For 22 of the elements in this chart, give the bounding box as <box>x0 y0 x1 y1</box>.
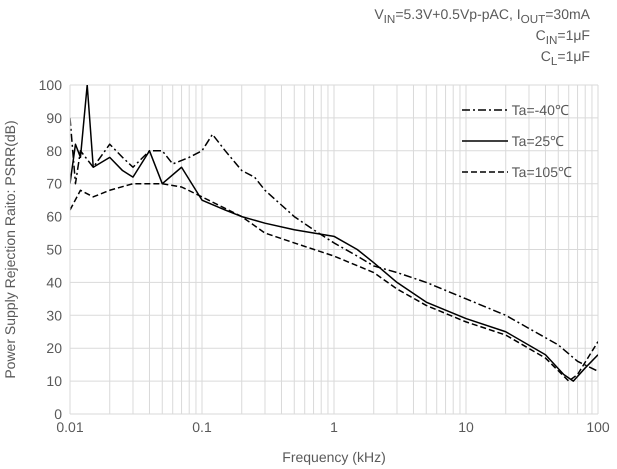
legend-label: Ta=105℃ <box>512 163 572 181</box>
y-tick-label: 60 <box>46 208 62 225</box>
legend-label: Ta=-40℃ <box>512 101 569 119</box>
y-axis-title: Power Supply Rejection Raito: PSRR(dB) <box>2 120 18 379</box>
y-tick-label: 10 <box>46 373 62 390</box>
y-tick-label: 30 <box>46 307 62 324</box>
x-tick-label: 10 <box>458 418 474 435</box>
legend-label: Ta=25℃ <box>512 132 564 150</box>
y-tick-label: 40 <box>46 274 62 290</box>
text: C$_{L}$=1μF <box>540 48 590 68</box>
y-tick-label: 20 <box>46 340 62 356</box>
y-tick-label: 80 <box>46 142 62 159</box>
chart-title: V$_{IN}$=5.3V+0.5Vp-pAC, I$_{OUT}$=30mA <box>374 6 590 26</box>
x-axis-title: Frequency (kHz) <box>282 449 386 465</box>
chart-subtitle: C$_{IN}$=1μF <box>536 27 590 47</box>
x-tick-label: 1 <box>330 418 338 435</box>
y-tick-label: 90 <box>46 110 62 126</box>
y-tick-label: 50 <box>46 241 62 258</box>
y-tick-label: 100 <box>38 76 62 93</box>
y-tick-label: 70 <box>46 176 62 192</box>
x-tick-label: 0.1 <box>192 418 212 435</box>
x-tick-label: 100 <box>586 418 610 435</box>
